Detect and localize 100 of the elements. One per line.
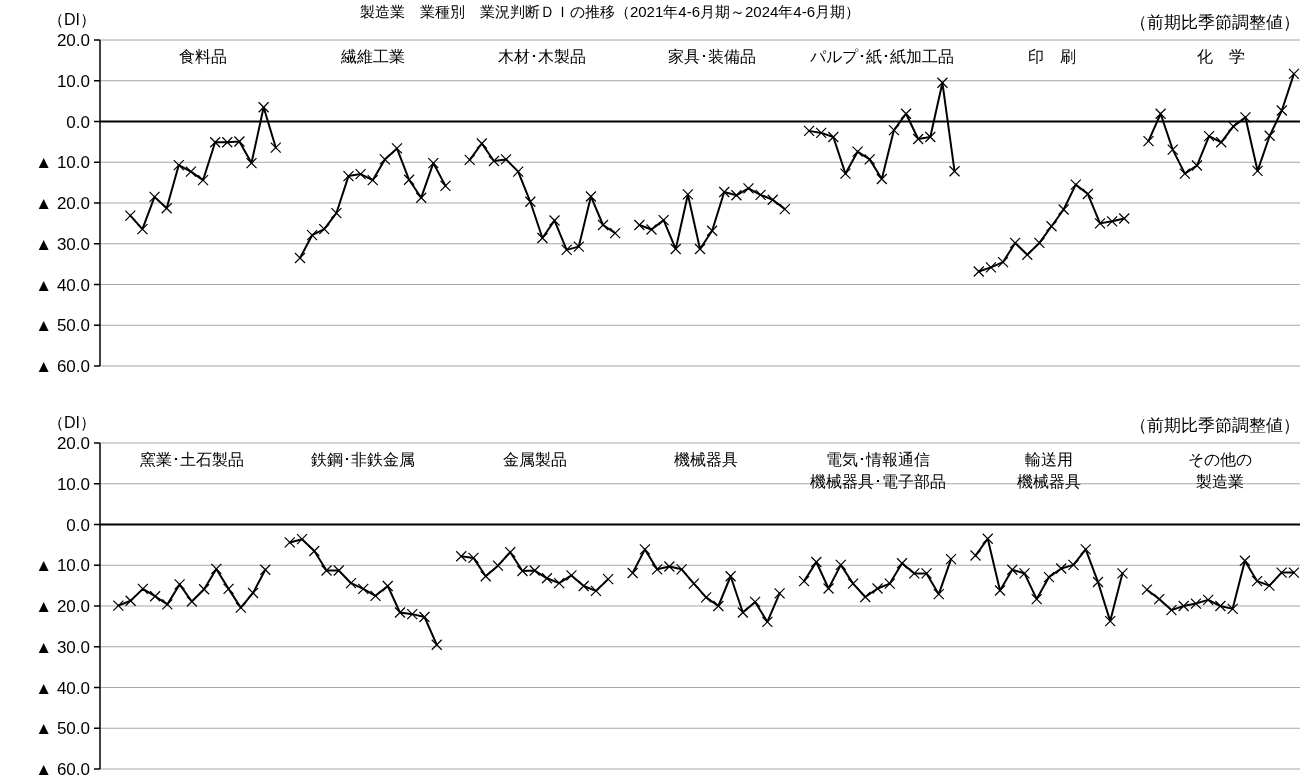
point xyxy=(415,192,427,204)
point xyxy=(810,556,822,568)
annotation: 木材･木製品 xyxy=(498,48,587,65)
point xyxy=(602,573,614,585)
point xyxy=(936,77,949,89)
point xyxy=(1055,562,1067,575)
annotation: パルプ･紙･紙加工品 xyxy=(808,48,954,65)
point xyxy=(1104,615,1116,627)
point xyxy=(573,241,585,253)
point xyxy=(136,223,149,235)
point xyxy=(798,575,810,587)
point xyxy=(1082,188,1094,200)
point xyxy=(896,557,908,569)
point xyxy=(876,173,888,185)
point xyxy=(306,229,318,241)
point xyxy=(369,590,382,602)
y-tick-label: ▲ 30.0 xyxy=(35,234,90,254)
point xyxy=(222,583,235,595)
point xyxy=(1070,179,1082,191)
point xyxy=(1080,543,1092,555)
point xyxy=(847,577,859,590)
point xyxy=(1215,136,1227,148)
point xyxy=(148,191,161,203)
annotation: 輸送用 xyxy=(1024,451,1073,468)
point xyxy=(718,186,730,198)
point xyxy=(259,564,271,576)
point xyxy=(948,165,961,177)
point xyxy=(658,214,670,226)
y-tick-label: 10.0 xyxy=(56,71,90,91)
point xyxy=(700,591,712,604)
point xyxy=(749,596,761,608)
point xyxy=(198,583,210,595)
point xyxy=(639,543,651,555)
point xyxy=(1288,68,1300,80)
point xyxy=(997,256,1009,268)
point xyxy=(548,214,561,227)
point xyxy=(173,578,186,590)
point xyxy=(391,142,403,154)
point xyxy=(706,225,718,237)
annotation: 機械器具･電子部品 xyxy=(809,473,946,490)
point xyxy=(864,153,876,165)
point xyxy=(761,616,773,628)
point xyxy=(541,572,553,584)
annotation: 機械器具 xyxy=(674,451,739,468)
y-tick-label: ▲ 40.0 xyxy=(35,678,90,698)
point xyxy=(888,124,900,136)
point xyxy=(1251,575,1263,587)
point xyxy=(1179,168,1191,180)
point xyxy=(851,146,864,158)
point xyxy=(884,577,896,590)
point xyxy=(985,261,997,273)
point xyxy=(382,580,394,592)
point xyxy=(186,595,198,608)
point xyxy=(1178,600,1190,612)
annotation: 家具･装備品 xyxy=(668,48,757,65)
point xyxy=(822,582,835,595)
point xyxy=(1276,104,1288,117)
point xyxy=(945,553,957,565)
annotation: 金属製品 xyxy=(502,451,567,468)
point xyxy=(536,232,549,244)
point xyxy=(694,243,706,255)
point xyxy=(779,203,791,215)
y-tick-label: ▲ 10.0 xyxy=(35,556,90,576)
point xyxy=(245,157,258,169)
point xyxy=(1141,584,1153,596)
point xyxy=(1045,220,1058,232)
annotation: 窯業･土石製品 xyxy=(139,451,244,468)
point xyxy=(1153,593,1165,605)
point xyxy=(982,533,994,545)
point xyxy=(737,606,749,619)
point xyxy=(270,141,282,154)
point xyxy=(994,584,1006,597)
annotation: 食料品 xyxy=(179,48,228,65)
point xyxy=(357,583,369,595)
y-tick-label: 20.0 xyxy=(56,434,90,453)
point xyxy=(1251,165,1264,177)
point xyxy=(1239,111,1252,124)
point xyxy=(839,168,852,180)
point xyxy=(197,174,209,186)
y-tick-label: 20.0 xyxy=(56,31,90,50)
point xyxy=(1214,600,1227,612)
point xyxy=(670,243,682,255)
point xyxy=(1021,249,1033,261)
annotation: 機械器具 xyxy=(1016,473,1081,490)
point xyxy=(1058,203,1070,216)
point xyxy=(367,174,379,186)
point xyxy=(1067,559,1080,571)
point xyxy=(827,131,839,143)
point xyxy=(504,546,516,558)
point xyxy=(597,219,609,231)
point xyxy=(476,137,488,150)
point xyxy=(1031,593,1043,605)
point xyxy=(859,591,871,603)
annotation: 印 刷 xyxy=(1027,48,1076,65)
point xyxy=(379,153,391,165)
point xyxy=(561,244,573,256)
point xyxy=(318,223,330,235)
point xyxy=(1006,564,1018,576)
annotation: 化 学 xyxy=(1197,48,1246,65)
point xyxy=(137,583,149,595)
